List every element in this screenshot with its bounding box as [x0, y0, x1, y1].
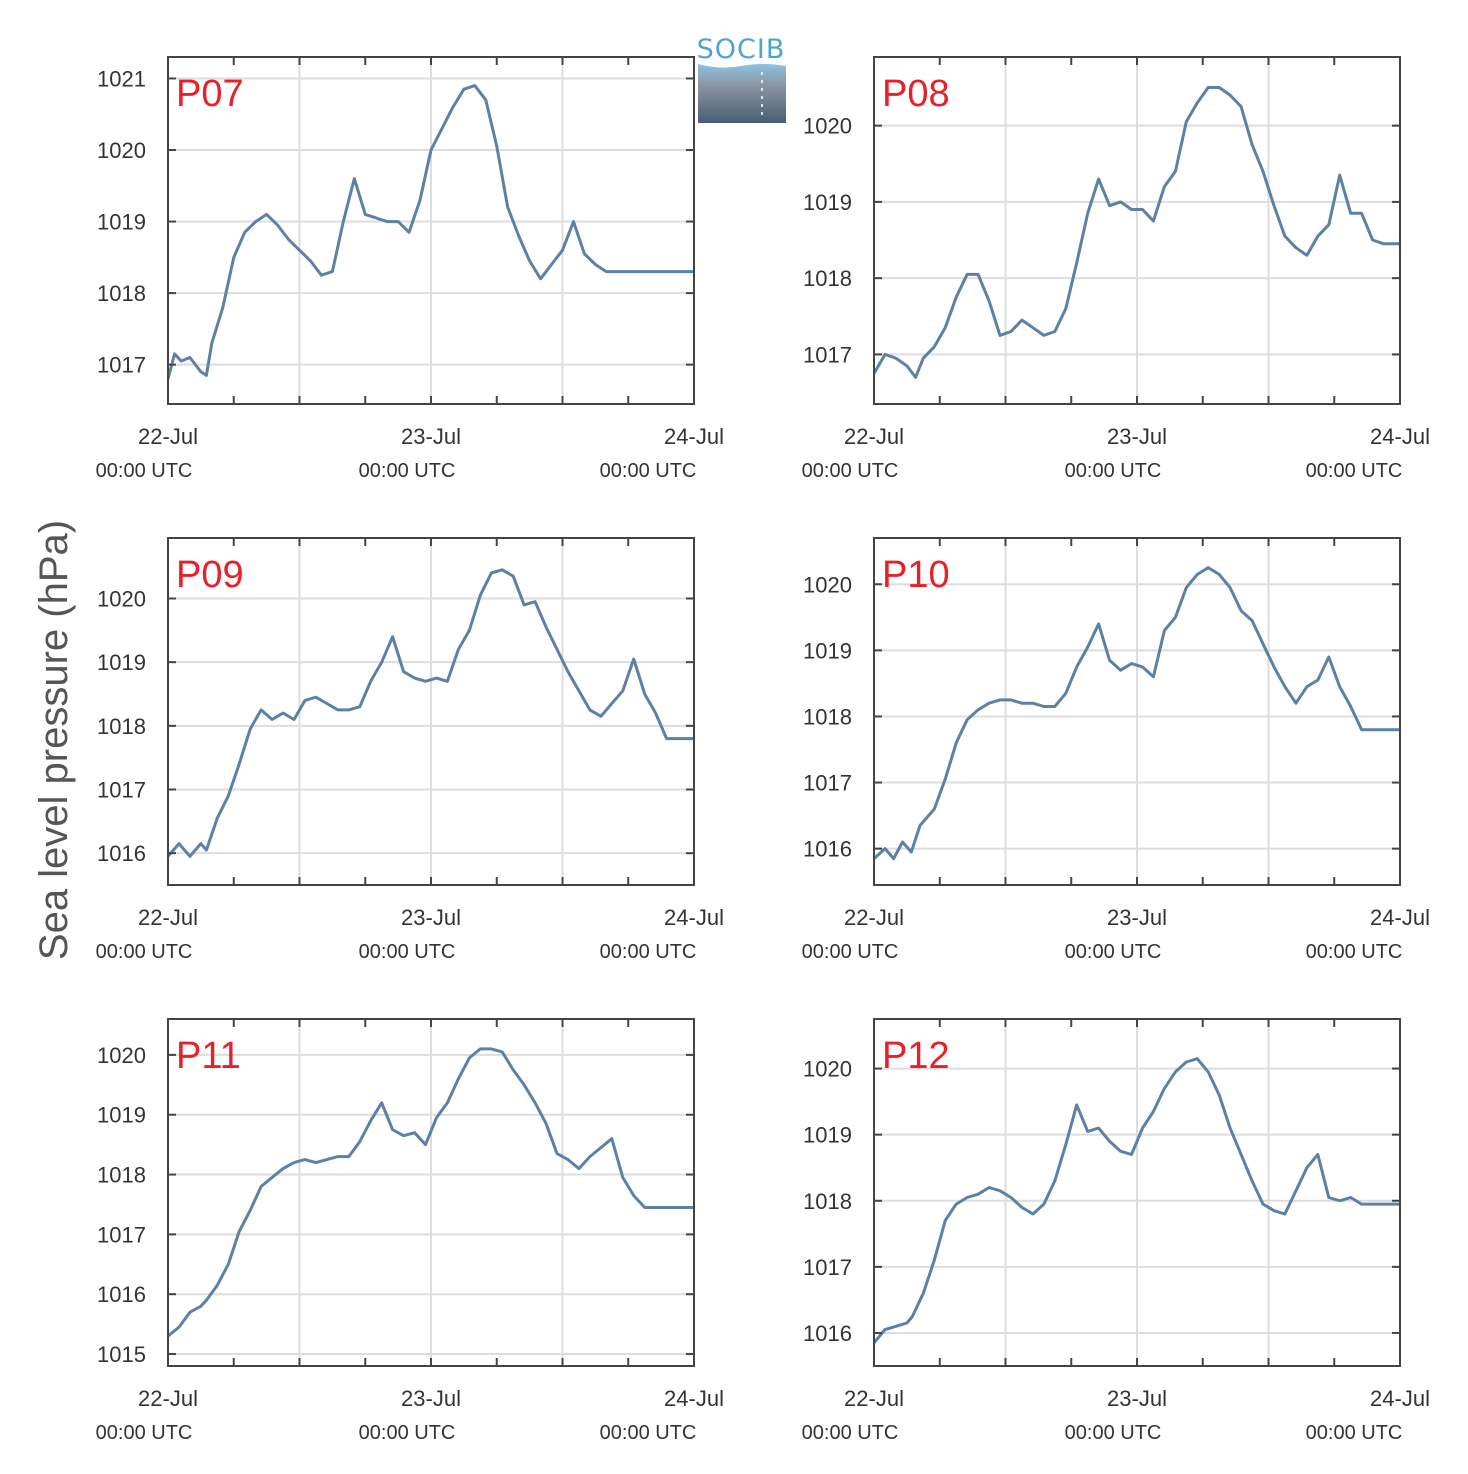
y-axis-label: Sea level pressure (hPa) — [32, 520, 76, 960]
x-tick-sublabel: 00:00 UTC — [1065, 941, 1162, 963]
y-tick-label: 1020 — [803, 114, 852, 139]
y-tick-label: 1020 — [97, 138, 146, 163]
x-tick-label: 22-Jul — [844, 905, 904, 930]
x-tick-sublabel: 00:00 UTC — [359, 460, 456, 482]
x-tick-sublabel: 00:00 UTC — [1065, 1422, 1162, 1444]
x-tick-label: 24-Jul — [1370, 1386, 1430, 1411]
y-tick-label: 1019 — [803, 1123, 852, 1148]
y-tick-label: 1020 — [803, 572, 852, 597]
panel-p11: 1015 1016 1017 1018 1019 1020 22-Jul 00:00 UTC 2… — [96, 1018, 724, 1444]
x-tick-label: 23-Jul — [401, 905, 461, 930]
x-tick-sublabel: 00:00 UTC — [359, 941, 456, 963]
y-tick-label: 1016 — [97, 1282, 146, 1307]
x-tick-sublabel: 00:00 UTC — [600, 1422, 697, 1444]
x-tick-sublabel: 00:00 UTC — [600, 941, 697, 963]
series-line-p11 — [168, 1047, 694, 1338]
y-tick-label: 1019 — [803, 638, 852, 663]
y-tick-label: 1015 — [97, 1342, 146, 1367]
x-tick-sublabel: 00:00 UTC — [1306, 941, 1403, 963]
series-line-p07 — [168, 84, 694, 380]
grid — [873, 57, 1401, 404]
x-tick-label: 23-Jul — [1107, 905, 1167, 930]
x-tick-sublabel: 00:00 UTC — [600, 460, 697, 482]
y-tick-label: 1020 — [803, 1057, 852, 1082]
x-tick-label: 24-Jul — [664, 905, 724, 930]
x-tick-label: 23-Jul — [401, 424, 461, 449]
y-tick-label: 1017 — [97, 353, 146, 378]
x-tick-sublabel: 00:00 UTC — [802, 1422, 899, 1444]
y-tick-label: 1016 — [803, 1321, 852, 1346]
x-tick-sublabel: 00:00 UTC — [96, 941, 193, 963]
grid — [167, 1019, 695, 1366]
y-tick-label: 1017 — [97, 777, 146, 802]
series-line-p12 — [874, 1057, 1400, 1344]
x-tick-label: 22-Jul — [844, 1386, 904, 1411]
x-tick-label: 23-Jul — [1107, 1386, 1167, 1411]
panel-label: P10 — [882, 554, 950, 596]
panel-label: P09 — [176, 554, 244, 596]
panel-p07: 1017 1018 1019 1020 1021 22-Jul 00:00 UTC 23-Ju… — [96, 56, 724, 482]
grid — [167, 538, 695, 885]
panel-p10: 1016 1017 1018 1019 1020 22-Jul 00:00 UTC 23-Ju… — [802, 537, 1430, 963]
x-tick-sublabel: 00:00 UTC — [96, 1422, 193, 1444]
x-tick-sublabel: 00:00 UTC — [1306, 1422, 1403, 1444]
grid — [873, 538, 1401, 885]
y-tick-label: 1019 — [97, 1103, 146, 1128]
y-tick-label: 1018 — [97, 1163, 146, 1188]
x-tick-label: 23-Jul — [1107, 424, 1167, 449]
x-tick-label: 22-Jul — [844, 424, 904, 449]
y-tick-label: 1017 — [97, 1222, 146, 1247]
panel-label: P12 — [882, 1035, 950, 1077]
y-tick-label: 1018 — [97, 281, 146, 306]
y-tick-label: 1021 — [97, 66, 146, 91]
x-tick-sublabel: 00:00 UTC — [802, 460, 899, 482]
x-tick-label: 22-Jul — [138, 1386, 198, 1411]
x-tick-label: 23-Jul — [401, 1386, 461, 1411]
panel-label: P07 — [176, 73, 244, 115]
y-tick-label: 1018 — [97, 714, 146, 739]
y-tick-label: 1020 — [97, 586, 146, 611]
panel-label: P11 — [176, 1035, 241, 1077]
logo-text: SOCIB — [697, 34, 786, 65]
y-tick-label: 1017 — [803, 1255, 852, 1280]
x-tick-sublabel: 00:00 UTC — [1065, 460, 1162, 482]
grid — [873, 1019, 1401, 1366]
series-line-p10 — [874, 566, 1400, 861]
x-tick-sublabel: 00:00 UTC — [96, 460, 193, 482]
x-tick-label: 22-Jul — [138, 424, 198, 449]
x-tick-sublabel: 00:00 UTC — [359, 1422, 456, 1444]
x-tick-label: 24-Jul — [1370, 424, 1430, 449]
y-tick-label: 1019 — [97, 210, 146, 235]
y-tick-label: 1018 — [803, 266, 852, 291]
x-tick-label: 24-Jul — [664, 1386, 724, 1411]
x-tick-label: 24-Jul — [664, 424, 724, 449]
y-tick-label: 1019 — [97, 650, 146, 675]
x-tick-label: 22-Jul — [138, 905, 198, 930]
y-tick-label: 1018 — [803, 1189, 852, 1214]
x-tick-sublabel: 00:00 UTC — [1306, 460, 1403, 482]
y-tick-label: 1017 — [803, 342, 852, 367]
panel-p09: 1016 1017 1018 1019 1020 22-Jul 00:00 UTC 23-Ju… — [96, 537, 724, 963]
series-line-p08 — [874, 86, 1400, 379]
y-tick-label: 1018 — [803, 704, 852, 729]
x-tick-sublabel: 00:00 UTC — [802, 941, 899, 963]
y-tick-label: 1017 — [803, 771, 852, 796]
y-tick-label: 1019 — [803, 190, 852, 215]
y-tick-label: 1020 — [97, 1043, 146, 1068]
socib-logo: SOCIB — [697, 34, 786, 123]
panel-label: P08 — [882, 73, 950, 115]
panels: 1017 1018 1019 1020 1021 22-Jul 00:00 UTC 23-Ju… — [96, 56, 1430, 1444]
panel-p08: 1017 1018 1019 1020 22-Jul 00:00 UTC 23-Jul 00:… — [802, 56, 1430, 482]
series-line-p09 — [168, 568, 694, 858]
logo-wave-icon — [698, 64, 786, 123]
x-tick-label: 24-Jul — [1370, 905, 1430, 930]
y-tick-label: 1016 — [803, 837, 852, 862]
y-tick-label: 1016 — [97, 841, 146, 866]
panel-p12: 1016 1017 1018 1019 1020 22-Jul 00:00 UTC 23-Ju… — [802, 1018, 1430, 1444]
